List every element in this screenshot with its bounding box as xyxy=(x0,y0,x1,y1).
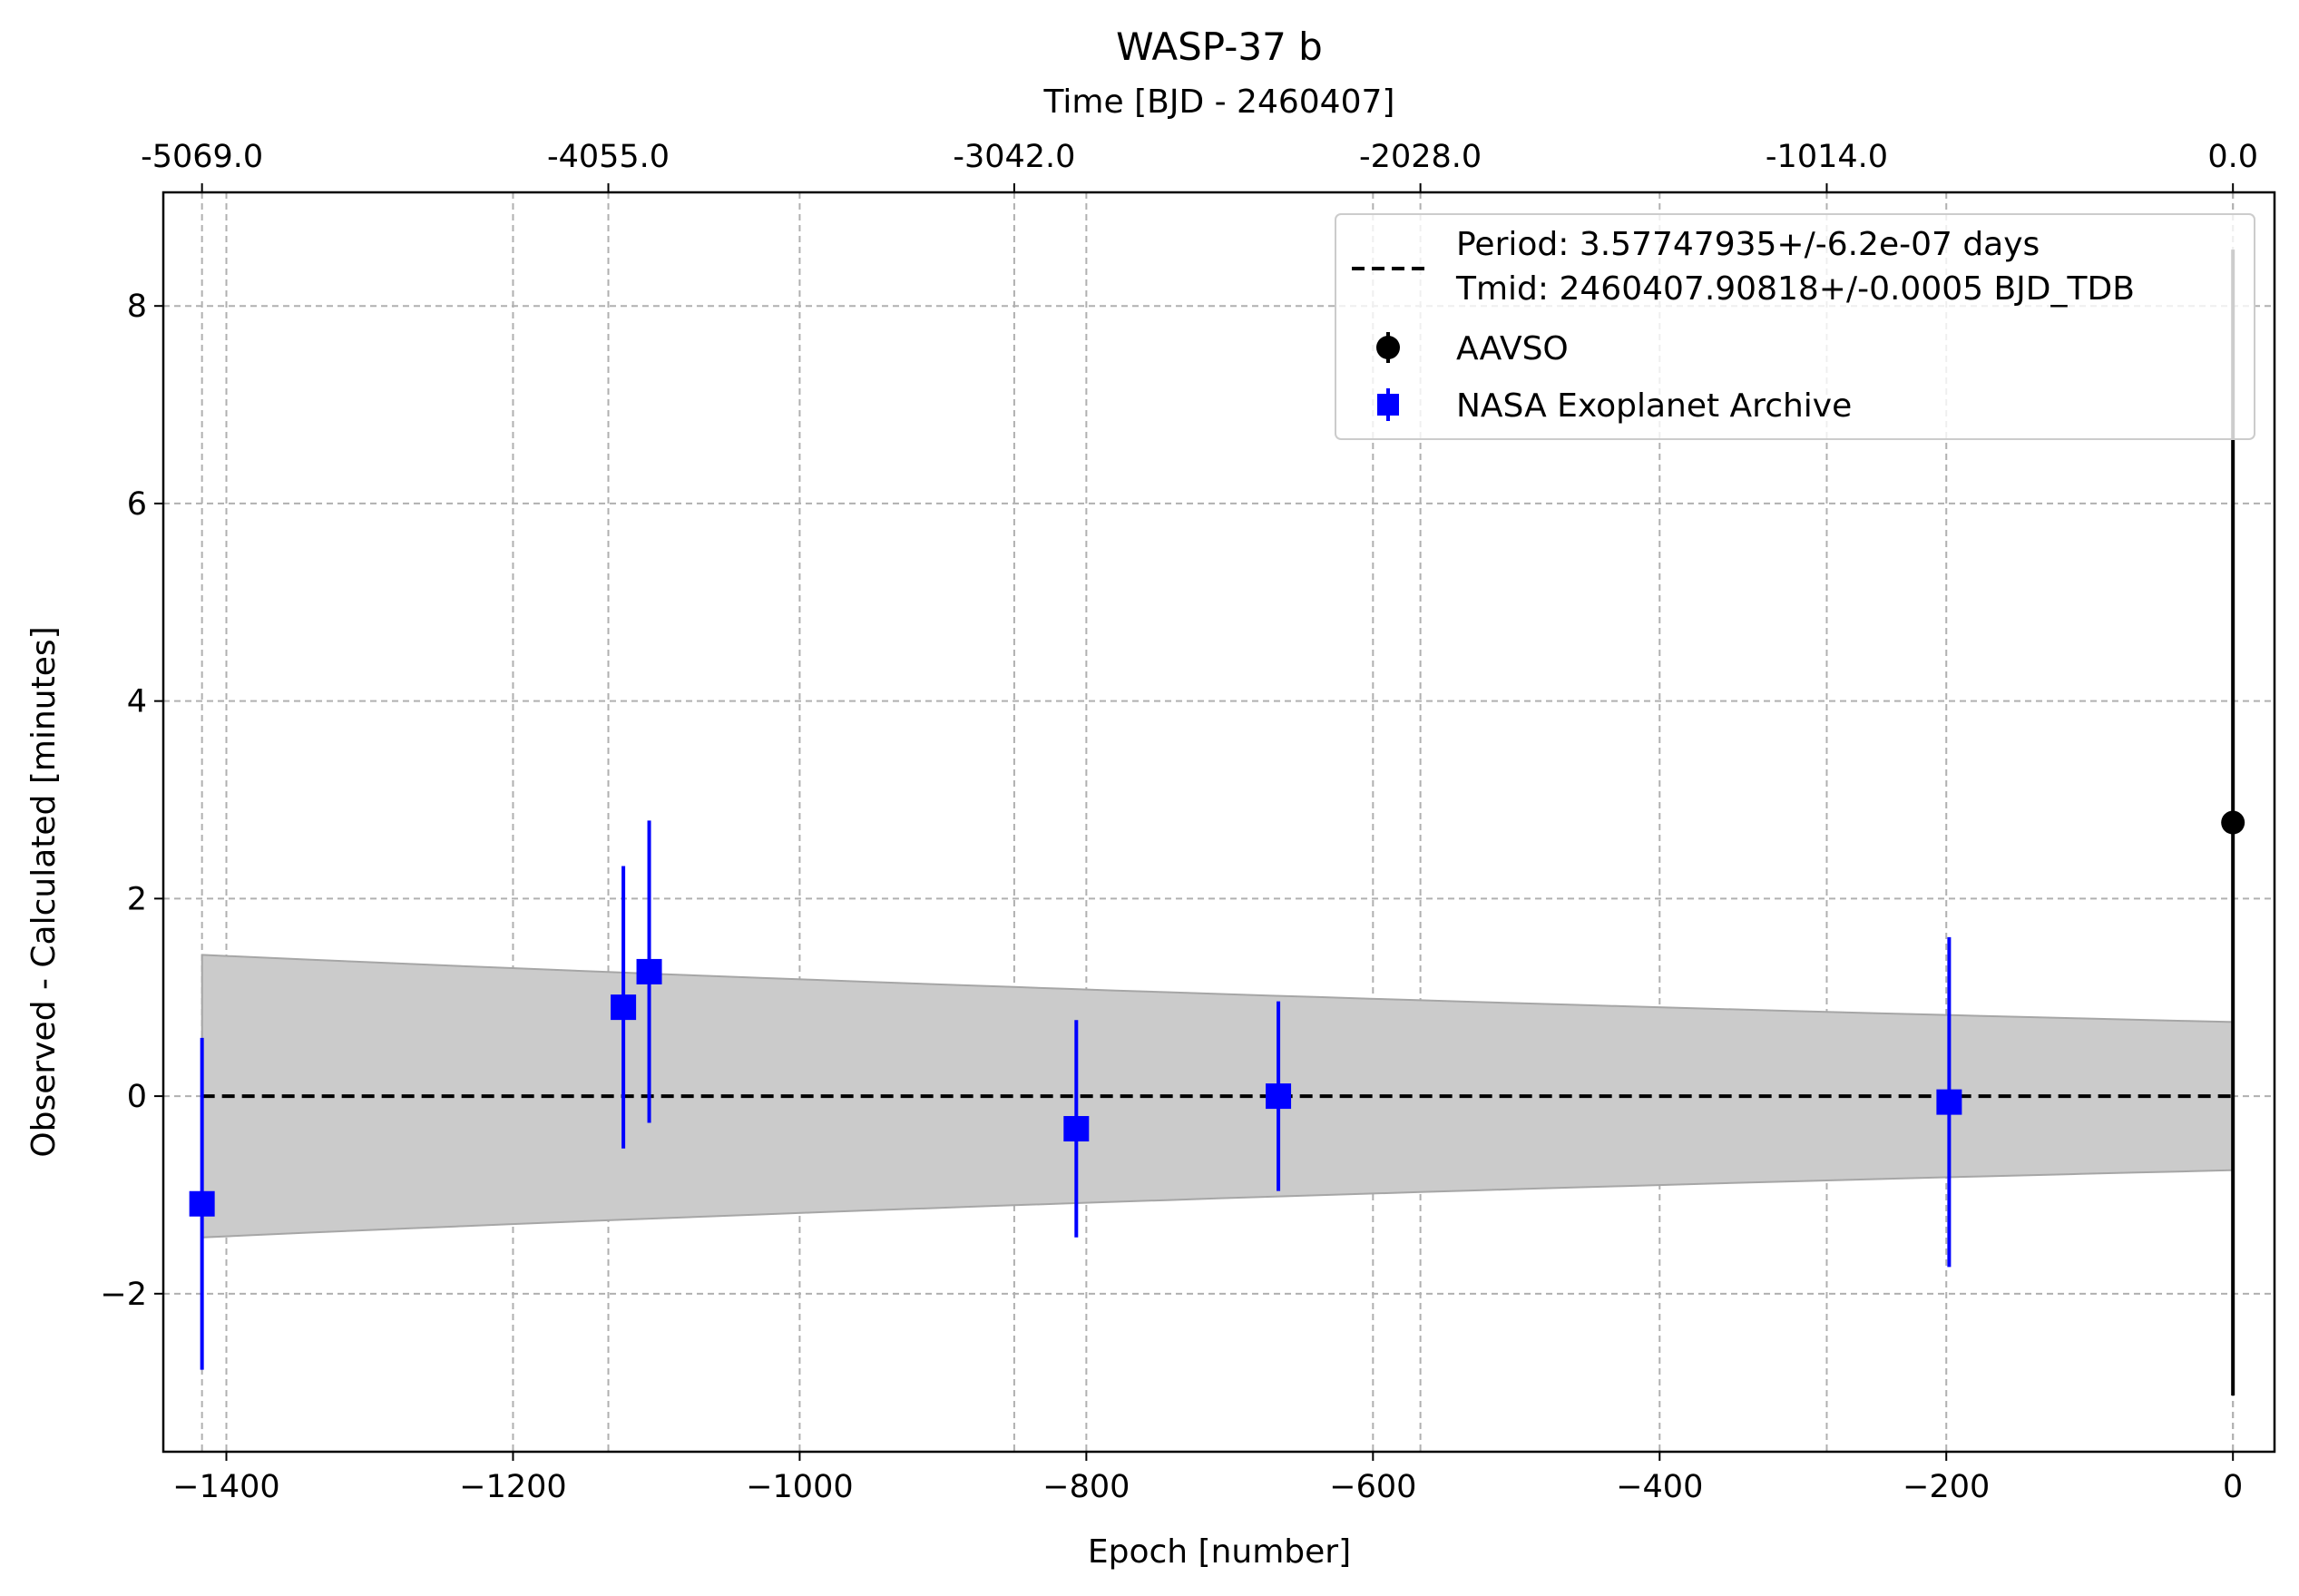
x-tick-label: −1400 xyxy=(172,1469,279,1505)
axis-ticks: −1400 −1200 −1000 −800 −600 −400 −200 0 −2 0 2 4 6 8 -… xyxy=(100,139,2258,1505)
data-point-nasa xyxy=(1266,1083,1292,1110)
legend-nasa-label: NASA Exoplanet Archive xyxy=(1456,387,1852,425)
top-x-tick-label: 0.0 xyxy=(2207,139,2258,175)
y-tick-label: 0 xyxy=(127,1079,147,1115)
legend-nasa-marker-icon xyxy=(1377,394,1399,416)
data-point-nasa xyxy=(611,994,637,1021)
x-tick-label: −200 xyxy=(1903,1469,1990,1505)
y-tick-label: 8 xyxy=(127,289,147,325)
top-x-tick-label: -1014.0 xyxy=(1766,139,1888,175)
data-point-aavso xyxy=(2221,810,2245,835)
x-axis-label: Epoch [number] xyxy=(1088,1533,1351,1571)
x-tick-label: −800 xyxy=(1042,1469,1130,1505)
legend: Period: 3.57747935+/-6.2e-07 days Tmid: … xyxy=(1335,213,2255,440)
data-point-nasa xyxy=(189,1190,215,1217)
legend-aavso-marker-icon xyxy=(1376,336,1400,359)
data-point-nasa xyxy=(1936,1089,1962,1115)
x-tick-label: −1000 xyxy=(746,1469,853,1505)
top-x-axis-label: Time [BJD - 2460407] xyxy=(1043,83,1395,121)
top-x-tick-label: -2028.0 xyxy=(1359,139,1482,175)
top-x-tick-label: -3042.0 xyxy=(953,139,1075,175)
y-tick-label: 4 xyxy=(127,684,147,720)
legend-box xyxy=(1335,213,2255,440)
y-tick-label: 6 xyxy=(127,486,147,523)
top-x-tick-label: -4055.0 xyxy=(547,139,670,175)
legend-fit-label-line2: Tmid: 2460407.90818+/-0.0005 BJD_TDB xyxy=(1455,270,2135,308)
y-tick-label: 2 xyxy=(127,881,147,917)
data-point-nasa xyxy=(636,958,662,984)
x-tick-label: −600 xyxy=(1329,1469,1416,1505)
plot-frame xyxy=(161,191,2276,1454)
x-tick-label: −1200 xyxy=(459,1469,566,1505)
data-point-nasa xyxy=(1063,1116,1090,1142)
y-tick-label: −2 xyxy=(100,1277,147,1313)
y-axis-label: Observed - Calculated [minutes] xyxy=(25,626,63,1157)
legend-fit-label-line1: Period: 3.57747935+/-6.2e-07 days xyxy=(1456,226,2040,263)
chart-title: WASP-37 b xyxy=(1116,24,1323,69)
x-tick-label: −400 xyxy=(1616,1469,1703,1505)
x-tick-label: 0 xyxy=(2223,1469,2243,1505)
legend-aavso-label: AAVSO xyxy=(1456,330,1569,367)
data-points-layer xyxy=(189,250,2245,1395)
top-x-tick-label: -5069.0 xyxy=(141,139,263,175)
